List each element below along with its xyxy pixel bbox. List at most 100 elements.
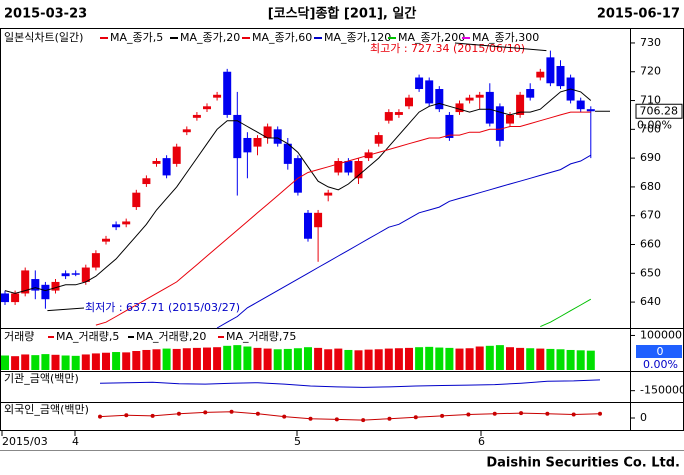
candle-body — [344, 161, 353, 173]
legend-entry: MA_종가,300 — [472, 31, 539, 44]
volume-bar — [324, 349, 333, 370]
candle-body — [31, 279, 40, 291]
volume-bar — [162, 348, 171, 370]
candle-body — [263, 126, 272, 138]
candle-body — [182, 129, 191, 133]
foreign-point — [492, 411, 497, 416]
foreign-point — [150, 413, 155, 418]
foreign-point — [440, 413, 445, 418]
last-price: 706.28 — [640, 104, 679, 117]
y-tick-label: 690 — [640, 151, 661, 164]
foreign-point — [361, 418, 366, 423]
volume-bar — [41, 354, 50, 370]
x-tick-label: 5 — [294, 435, 301, 448]
volume-bar — [546, 348, 555, 370]
candle-body — [91, 253, 100, 268]
volume-bar — [405, 347, 413, 370]
institution-line — [99, 379, 601, 388]
volume-bar — [172, 348, 181, 370]
legend-entry: MA_종가,20 — [180, 31, 240, 44]
institution-label: 기관_금액(백만) — [4, 372, 79, 385]
x-tick-label: 2015/03 — [2, 435, 48, 448]
foreign-point — [124, 413, 129, 418]
candle-body — [213, 94, 222, 98]
legend-entry: MA_종가,200 — [398, 31, 465, 44]
candle-body — [304, 212, 312, 239]
start-date: 2015-03-23 — [4, 7, 87, 22]
y-tick-label: 100000 — [640, 328, 682, 341]
candle-body — [455, 103, 464, 113]
volume-bar — [475, 346, 484, 370]
candle-body — [152, 161, 161, 164]
candle-body — [112, 224, 121, 228]
legend-entry: MA_종가,120 — [324, 31, 391, 44]
foreign-point — [466, 412, 471, 417]
candle-body — [273, 129, 282, 144]
candle-body — [516, 94, 525, 115]
y-tick-label: 660 — [640, 238, 661, 251]
low-annotation: 최저가 : 637.71 (2015/03/27) — [85, 301, 240, 314]
volume-bar — [374, 349, 383, 370]
chart-title: [코스닥]종합 [201], 일간 — [268, 6, 417, 22]
volume-bar — [233, 345, 242, 370]
foreign-point — [334, 417, 339, 422]
candle-body — [71, 273, 80, 275]
y-tick-label: 700 — [640, 122, 661, 135]
volume-bar — [142, 349, 151, 370]
candle-body — [21, 270, 30, 294]
foreign-label: 외국인_금액(백만) — [4, 403, 89, 416]
x-tick-label: 4 — [72, 435, 79, 448]
volume-bar — [536, 348, 545, 370]
volume-bar — [293, 348, 302, 370]
volume-bar — [1, 355, 9, 370]
volume-bar — [192, 347, 201, 370]
ma-line — [4, 88, 592, 294]
candle-body — [1, 293, 9, 303]
volume-bar — [516, 347, 525, 370]
candle-body — [11, 293, 20, 303]
foreign-point — [203, 410, 208, 415]
candle-body — [253, 137, 262, 147]
volume-bar — [182, 348, 191, 370]
foreign-point — [387, 416, 392, 421]
volume-bar — [445, 347, 454, 370]
candle-body — [334, 161, 343, 173]
candle-body — [374, 135, 383, 144]
foreign-point — [571, 412, 576, 417]
volume-bar — [495, 345, 504, 370]
volume-bar — [384, 348, 393, 370]
volume-change: 0.00% — [643, 358, 678, 371]
volume-bar — [91, 353, 100, 370]
candle-body — [61, 273, 70, 277]
candle-body — [354, 161, 363, 179]
volume-bar — [243, 346, 252, 370]
candle-body — [192, 114, 201, 118]
candle-body — [243, 137, 252, 153]
volume-last: 0 — [657, 345, 664, 358]
candle-body — [405, 97, 413, 107]
candle-body — [536, 71, 545, 78]
last-change: 0.00% — [637, 118, 672, 131]
candle-body — [172, 146, 181, 164]
candle-body — [475, 94, 484, 98]
volume-bar — [112, 352, 121, 370]
volume-bar — [455, 348, 464, 370]
foreign-point — [282, 414, 287, 419]
y-tick-label: 650 — [640, 266, 661, 279]
volume-bar — [425, 346, 434, 370]
volume-bar — [344, 349, 353, 370]
volume-bar — [435, 347, 444, 370]
legend-entry: MA_종가,5 — [110, 31, 163, 44]
legend-entry: MA_종가,60 — [252, 31, 312, 44]
legend-entry: MA_거래량,5 — [56, 330, 119, 343]
y-tick-label: 730 — [640, 36, 661, 49]
candle-body — [283, 143, 292, 164]
volume-bar — [132, 351, 141, 370]
volume-bar — [586, 350, 595, 370]
candle-body — [415, 77, 424, 90]
volume-bar — [566, 349, 575, 370]
candle-body — [485, 91, 494, 124]
volume-bar — [394, 348, 403, 370]
volume-bar — [51, 354, 60, 370]
volume-bar — [273, 349, 282, 370]
